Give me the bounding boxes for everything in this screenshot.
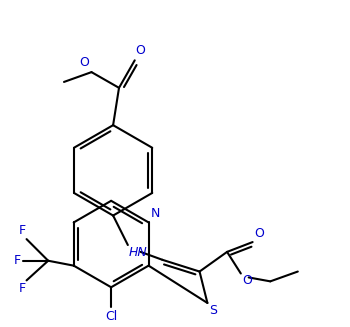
Text: Cl: Cl	[105, 310, 117, 323]
Text: F: F	[14, 254, 21, 267]
Text: F: F	[19, 282, 26, 295]
Text: O: O	[254, 227, 265, 240]
Text: O: O	[80, 56, 90, 69]
Text: S: S	[209, 304, 217, 317]
Text: O: O	[136, 44, 146, 57]
Text: HN: HN	[129, 246, 148, 259]
Text: O: O	[242, 274, 252, 287]
Text: F: F	[19, 224, 26, 237]
Text: N: N	[150, 207, 160, 220]
